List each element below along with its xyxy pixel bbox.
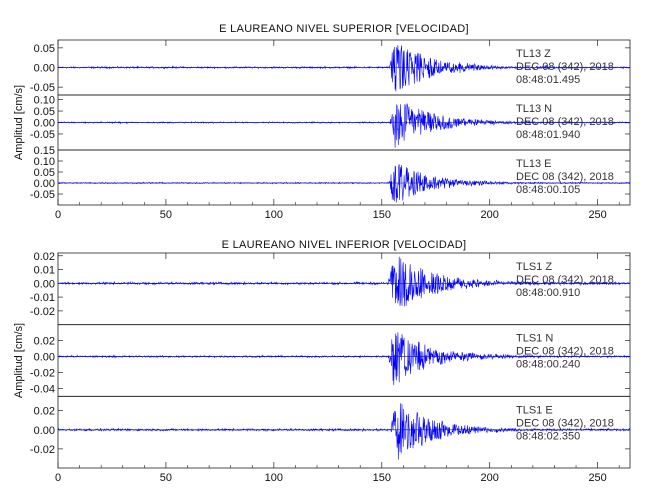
- y-tick-label: 0.00: [34, 425, 55, 437]
- waveform-tls1-e: [58, 403, 631, 460]
- y-tick-label: 0.02: [34, 406, 55, 418]
- trace-time-label: 08:48:00.105: [516, 184, 580, 196]
- station-component-label: TL13 Z: [516, 48, 551, 60]
- x-tick-label: 100: [265, 472, 283, 484]
- y-tick-label: 0.10: [34, 156, 55, 168]
- x-tick-label: 150: [373, 209, 391, 221]
- x-tick-label: 50: [160, 209, 172, 221]
- x-tick-label: 150: [373, 472, 391, 484]
- waveform-tl13-e: [57, 164, 631, 203]
- y-tick-label: -0.01: [30, 292, 55, 304]
- chart-title-2: E LAUREANO NIVEL INFERIOR [VELOCIDAD]: [222, 239, 467, 251]
- station-component-label: TLS1 E: [516, 404, 553, 416]
- y-tick-label: -0.05: [30, 82, 55, 94]
- trace-date-label: DEC 08 (342), 2018: [516, 61, 614, 73]
- x-tick-label: 50: [160, 472, 172, 484]
- x-tick-label: 250: [588, 209, 606, 221]
- y-tick-label: 0.00: [34, 118, 55, 130]
- y-tick-label: 0.00: [34, 352, 55, 364]
- trace-panel-frame: [57, 395, 631, 469]
- y-tick-label: 0.05: [34, 167, 55, 179]
- x-tick-label: 0: [55, 209, 61, 221]
- trace-time-label: 08:48:00.240: [516, 359, 580, 371]
- station-component-label: TL13 E: [516, 158, 551, 170]
- waveform-tls1-n: [57, 332, 631, 386]
- y-tick-label: -0.02: [30, 306, 55, 318]
- y-tick-label: 0.10: [34, 95, 55, 107]
- y-tick-label: -0.04: [30, 383, 55, 395]
- station-component-label: TLS1 N: [516, 333, 553, 345]
- trace-panel-frame: [57, 149, 631, 206]
- trace-date-label: DEC 08 (342), 2018: [516, 171, 614, 183]
- x-tick-label: 0: [55, 472, 61, 484]
- y-axis-label-1: Amplitud [cm/s]: [13, 85, 25, 160]
- x-tick-label: 100: [265, 209, 283, 221]
- y-tick-label: 0.00: [34, 278, 55, 290]
- waveform-tl13-n: [57, 103, 631, 148]
- y-tick-label: 0.01: [34, 265, 55, 277]
- trace-time-label: 08:48:01.940: [516, 129, 580, 141]
- trace-time-label: 08:48:01.495: [516, 74, 580, 86]
- waveform-tls1-z: [57, 256, 631, 307]
- trace-date-label: DEC 08 (342), 2018: [516, 116, 614, 128]
- trace-time-label: 08:48:02.350: [516, 430, 580, 442]
- x-tick-label: 250: [588, 472, 606, 484]
- y-tick-label: -0.02: [30, 367, 55, 379]
- y-tick-label: -0.05: [30, 189, 55, 201]
- y-tick-label: -0.02: [30, 444, 55, 456]
- y-axis-label-2: Amplitud [cm/s]: [13, 323, 25, 398]
- trace-date-label: DEC 08 (342), 2018: [516, 417, 614, 429]
- y-tick-label: 0.05: [34, 43, 55, 55]
- station-component-label: TLS1 Z: [516, 261, 552, 273]
- y-tick-label: 0.02: [34, 336, 55, 348]
- x-tick-label: 200: [481, 472, 499, 484]
- y-tick-label: -0.05: [30, 129, 55, 141]
- station-component-label: TL13 N: [516, 103, 552, 115]
- y-tick-label: 0.05: [34, 106, 55, 118]
- trace-time-label: 08:48:00.910: [516, 287, 580, 299]
- trace-date-label: DEC 08 (342), 2018: [516, 274, 614, 286]
- trace-date-label: DEC 08 (342), 2018: [516, 346, 614, 358]
- y-tick-label: 0.02: [34, 251, 55, 263]
- y-tick-label: 0.00: [34, 178, 55, 190]
- y-tick-label: 0.00: [34, 63, 55, 75]
- chart-title-1: E LAUREANO NIVEL SUPERIOR [VELOCIDAD]: [219, 23, 469, 35]
- y-tick-label: 0.15: [34, 145, 55, 157]
- waveform-tl13-z: [57, 44, 631, 92]
- x-tick-label: 200: [481, 209, 499, 221]
